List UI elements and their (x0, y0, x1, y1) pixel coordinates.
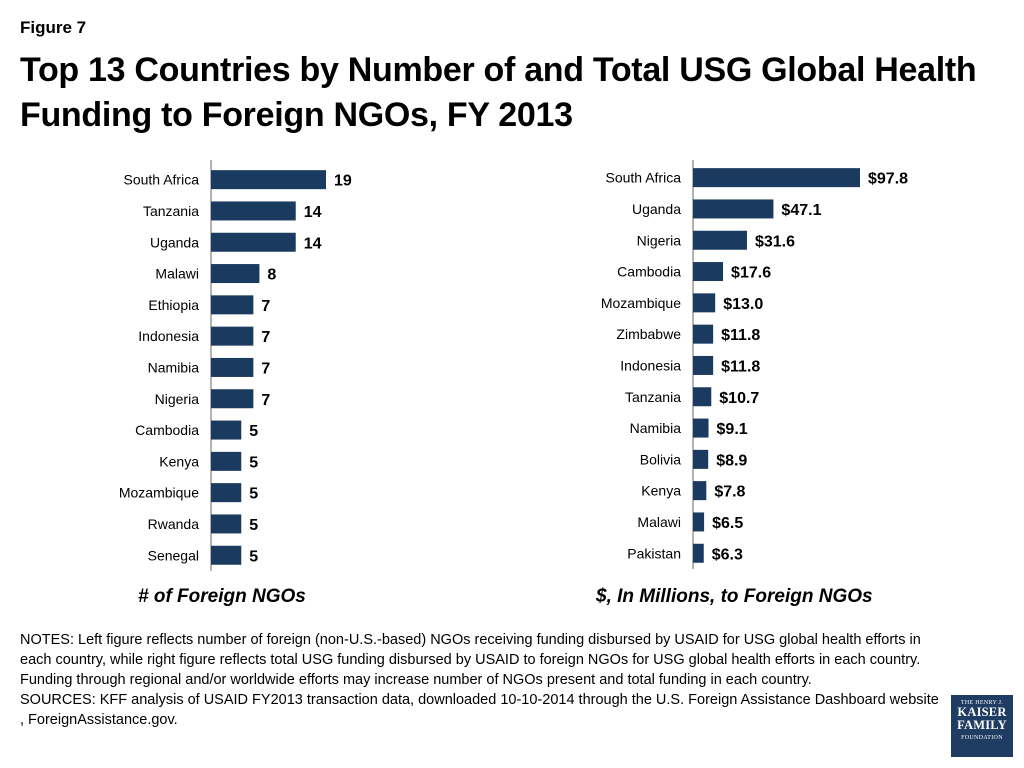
ngo-count-value-label: 7 (261, 392, 270, 409)
ngo-count-bar (211, 483, 242, 503)
ngo-count-category-label: Indonesia (138, 328, 199, 344)
ngo-count-value-label: 5 (249, 548, 258, 565)
funding-category-label: South Africa (606, 170, 682, 186)
funding-value-label: $97.8 (868, 171, 908, 188)
ngo-count-svg: South Africa 19 Tanzania 14 Uganda 14 Malawi 8 E… (119, 160, 352, 571)
funding-value-label: $6.3 (712, 546, 743, 563)
ngo-count-axis-title: # of Foreign NGOs (138, 586, 306, 607)
funding-category-label: Tanzania (625, 389, 681, 405)
funding-value-label: $17.6 (731, 265, 771, 282)
funding-bar (693, 449, 709, 469)
funding-bar (693, 293, 716, 313)
notes-block: NOTES: Left figure reflects number of fo… (20, 630, 940, 730)
funding-category-label: Pakistan (627, 545, 681, 561)
funding-category-label: Indonesia (620, 357, 681, 373)
funding-value-label: $11.8 (721, 358, 760, 375)
funding-bar (693, 199, 774, 219)
chart-title: Top 13 Countries by Number of and Total … (20, 51, 977, 134)
logo-line-3: FAMILY (957, 718, 1007, 732)
ngo-count-bar (211, 545, 242, 565)
ngo-count-bar (211, 232, 296, 252)
funding-bar (693, 230, 747, 250)
figure-label: Figure 7 (20, 18, 87, 37)
ngo-count-bar (211, 170, 326, 190)
funding-chart: South Africa $97.8 Uganda $47.1 Nigeria $31.6… (480, 158, 1024, 578)
ngo-count-category-label: Kenya (159, 453, 199, 469)
funding-value-label: $31.6 (755, 233, 795, 250)
funding-category-label: Zimbabwe (616, 326, 681, 342)
ngo-count-category-label: Nigeria (155, 391, 200, 407)
ngo-count-value-label: 5 (249, 454, 258, 471)
logo-line-1: THE HENRY J. (960, 700, 1004, 706)
ngo-count-category-label: Namibia (148, 359, 200, 375)
ngo-count-category-label: Rwanda (148, 516, 200, 532)
ngo-count-category-label: Tanzania (143, 203, 199, 219)
ngo-count-bar (211, 514, 242, 534)
funding-axis-title: $, In Millions, to Foreign NGOs (596, 586, 873, 607)
ngo-count-bar (211, 326, 254, 346)
ngo-count-bar (211, 201, 296, 221)
funding-bar (693, 262, 724, 282)
funding-value-label: $10.7 (719, 390, 759, 407)
ngo-count-bar (211, 357, 254, 377)
ngo-count-bar (211, 295, 254, 315)
ngo-count-value-label: 5 (249, 517, 258, 534)
funding-bar (693, 355, 714, 375)
funding-value-label: $11.8 (721, 327, 760, 344)
funding-value-label: $9.1 (717, 421, 748, 438)
funding-bar (693, 418, 709, 438)
funding-svg: South Africa $97.8 Uganda $47.1 Nigeria $31.6… (601, 160, 908, 569)
ngo-count-value-label: 7 (261, 298, 270, 315)
ngo-count-value-label: 7 (261, 360, 270, 377)
funding-value-label: $6.5 (712, 515, 743, 532)
ngo-count-value-label: 14 (304, 235, 322, 252)
funding-category-label: Kenya (641, 483, 681, 499)
funding-category-label: Malawi (637, 514, 681, 530)
logo-line-4: FOUNDATION (961, 735, 1003, 741)
funding-category-label: Uganda (632, 201, 681, 217)
kff-logo: THE HENRY J. KAISER FAMILY FOUNDATION (951, 695, 1013, 757)
ngo-count-bar (211, 389, 254, 409)
funding-bar (693, 168, 860, 188)
ngo-count-value-label: 19 (334, 173, 352, 190)
ngo-count-category-label: Ethiopia (148, 297, 199, 313)
funding-category-label: Cambodia (617, 264, 681, 280)
ngo-count-category-label: Malawi (155, 266, 199, 282)
ngo-count-category-label: Cambodia (135, 422, 199, 438)
ngo-count-category-label: Mozambique (119, 485, 199, 501)
funding-category-label: Mozambique (601, 295, 681, 311)
funding-bar (693, 324, 714, 344)
ngo-count-value-label: 5 (249, 423, 258, 440)
funding-category-label: Bolivia (640, 451, 681, 467)
ngo-count-value-label: 14 (304, 204, 322, 221)
ngo-count-value-label: 8 (267, 267, 276, 284)
ngo-count-bar (211, 451, 242, 471)
funding-value-label: $13.0 (723, 296, 763, 313)
funding-value-label: $47.1 (781, 202, 821, 219)
logo-line-2: KAISER (957, 705, 1007, 719)
funding-bar (693, 512, 705, 532)
funding-bar (693, 387, 712, 407)
ngo-count-category-label: Senegal (148, 547, 199, 563)
ngo-count-category-label: Uganda (150, 234, 199, 250)
ngo-count-category-label: South Africa (124, 172, 200, 188)
ngo-count-bar (211, 264, 260, 284)
funding-category-label: Namibia (630, 420, 682, 436)
ngo-count-value-label: 5 (249, 486, 258, 503)
funding-value-label: $8.9 (716, 452, 747, 469)
funding-value-label: $7.8 (714, 484, 745, 501)
notes-text: NOTES: Left figure reflects number of fo… (20, 632, 921, 688)
funding-category-label: Nigeria (637, 232, 682, 248)
ngo-count-bar (211, 420, 242, 440)
ngo-count-chart: South Africa 19 Tanzania 14 Uganda 14 Malawi 8 E… (0, 158, 480, 578)
funding-bar (693, 481, 707, 501)
funding-bar (693, 543, 704, 563)
sources-text: SOURCES: KFF analysis of USAID FY2013 tr… (20, 692, 939, 728)
ngo-count-value-label: 7 (261, 329, 270, 346)
